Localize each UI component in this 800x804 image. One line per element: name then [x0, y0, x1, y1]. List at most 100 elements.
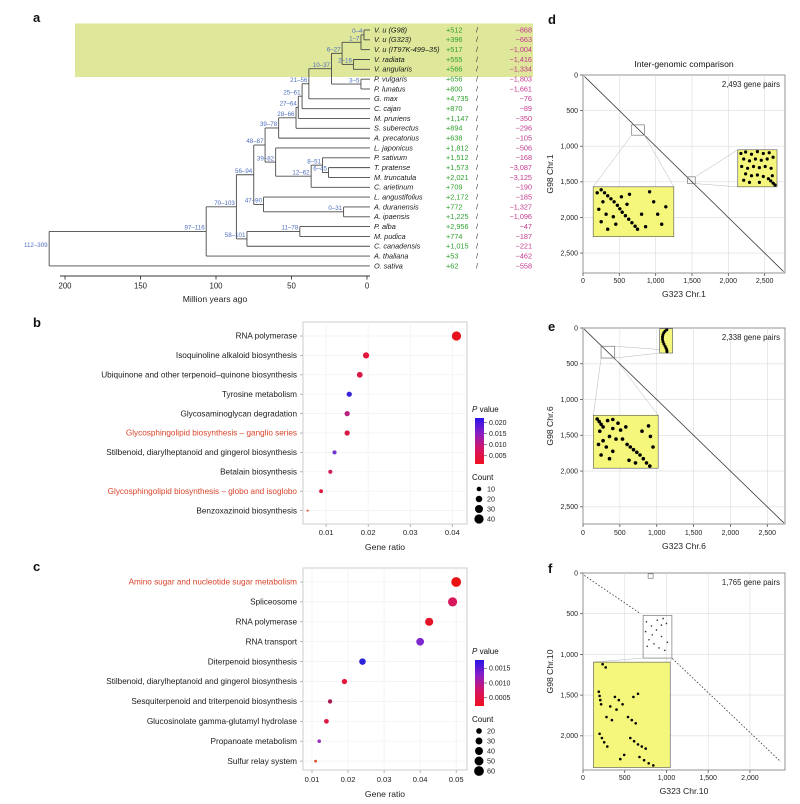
inset-gene-dot: [665, 350, 669, 354]
gene-gain-count: +772: [446, 202, 462, 211]
inset-gene-dot: [620, 210, 624, 214]
count-legend-value: 50: [487, 757, 495, 766]
count-legend-dot: [476, 728, 482, 734]
scatter-point: [425, 617, 434, 626]
divergence-node-label: 0–31: [328, 205, 342, 212]
pathway-label: RNA polymerase: [236, 332, 298, 341]
gene-gain-count: +870: [446, 104, 462, 113]
inset-gene-dot: [601, 200, 605, 204]
inset-gene-dot: [647, 762, 650, 765]
panel-synteny-chr1: d 0 0 500 500 1,000 1,000 1,500 1,500 2,000 2,000…: [540, 0, 800, 310]
divergence-node-label: 58–101: [225, 232, 246, 239]
species-name: P. vulgaris: [374, 75, 407, 84]
pathway-label: Glycosaminoglycan degradation: [180, 409, 297, 418]
inset-gene-dot: [623, 214, 628, 218]
scatter-point: [346, 391, 352, 397]
count-legend-dot: [475, 495, 483, 503]
inset-gene-dot: [751, 164, 756, 169]
gene-gain-count: +566: [446, 65, 462, 74]
gene-gain-count: +774: [446, 232, 462, 241]
inset-gene-dot: [616, 421, 620, 425]
count-legend-dot: [475, 505, 483, 513]
x-axis-tick-label: 0.01: [319, 528, 334, 537]
y-tick-label: 500: [566, 108, 578, 115]
y-tick-label: 2,500: [560, 250, 578, 257]
panel-a-letter: a: [33, 10, 41, 25]
y-axis-title: G98 Chr.1: [545, 154, 555, 193]
panel-d-letter: d: [548, 12, 556, 27]
gain-loss-separator: /: [476, 173, 479, 182]
inset-gene-dot: [765, 157, 769, 161]
species-name: V. u (IT97K-499–35): [374, 45, 440, 54]
synteny-dot: [644, 630, 647, 633]
x-tick-label: 500: [619, 775, 631, 782]
inset-gene-dot: [656, 212, 660, 216]
y-tick-label: 1,500: [560, 693, 578, 700]
gain-loss-separator: /: [476, 232, 479, 241]
zoom-connector-line: [669, 657, 673, 663]
divergence-node-label: 39–82: [257, 155, 275, 162]
divergence-node-label: 0–4: [352, 28, 363, 35]
scatter-point: [362, 352, 370, 359]
species-name: V. radiata: [374, 55, 405, 64]
x-tick-label: 2,500: [756, 278, 774, 285]
inset-gene-dot: [640, 745, 644, 748]
species-name: A. ipaensis: [373, 212, 410, 221]
scatter-point: [359, 658, 366, 665]
divergence-node-label: 97–116: [184, 225, 205, 232]
pathway-label: Sesquiterpenoid and triterpenoid biosynt…: [131, 697, 297, 706]
inset-gene-dot: [749, 174, 754, 178]
panel-e-letter: e: [548, 319, 556, 334]
divergence-node-label: 3–5: [349, 77, 360, 84]
inset-gene-dot: [747, 180, 752, 184]
pvalue-tick-label: 0.0015: [489, 666, 511, 673]
inset-gene-dot: [646, 424, 651, 428]
count-legend-value: 60: [487, 767, 495, 776]
scatter-point: [344, 430, 350, 436]
x-axis-tick-label: 0.01: [305, 775, 320, 784]
gain-loss-separator: /: [476, 75, 479, 84]
scatter-point: [319, 489, 324, 494]
inset-gene-dot: [766, 177, 770, 181]
y-tick-label: 2,500: [560, 504, 578, 511]
gain-loss-separator: /: [476, 35, 479, 44]
species-name: V. u (G323): [374, 35, 411, 44]
species-name: V. angularis: [374, 65, 412, 74]
panel-kegg-dotplot-c: c Amino sugar and nucleotide sugar metab…: [0, 555, 545, 804]
inset-gene-dot: [598, 694, 601, 698]
y-tick-label: 0: [574, 72, 578, 79]
species-name: C. canadensis: [374, 242, 421, 251]
panel-kegg-dotplot-b: b RNA polymerase Isoquinoline alkaloid bi…: [0, 310, 545, 555]
inset-gene-dot: [627, 217, 631, 221]
pathway-label: Isoquinoline alkaloid biosynthesis: [176, 351, 297, 360]
species-name: P. alba: [374, 222, 396, 231]
gene-gain-count: +656: [446, 75, 462, 84]
inset-gene-dot: [744, 150, 748, 154]
inset-gene-dot: [614, 437, 618, 441]
scatter-point: [356, 371, 363, 378]
x-axis-tick-label: 0.02: [361, 528, 376, 537]
inset-gene-dot: [596, 442, 601, 447]
pathway-label: Glucosinolate gamma-glutamyl hydrolase: [147, 717, 298, 726]
gain-loss-separator: /: [476, 202, 479, 211]
scatter-point: [306, 509, 309, 512]
divergence-node-label: 6–27: [327, 47, 341, 54]
gene-gain-count: +517: [446, 45, 462, 54]
zoom-region-box: [600, 345, 616, 359]
scatter-point: [416, 637, 425, 646]
inset-gene-dot: [755, 150, 759, 154]
synteny-diagonal: [584, 76, 784, 272]
inset-gene-dot: [651, 445, 655, 449]
scatter-point: [332, 450, 337, 455]
time-axis-tick-label: 100: [209, 282, 223, 291]
gain-loss-separator: /: [476, 84, 479, 93]
gain-loss-separator: /: [476, 193, 479, 202]
divergence-node-label: 47–90: [245, 198, 263, 205]
species-name: A. precatorius: [373, 134, 419, 143]
x-tick-label: 1,000: [647, 278, 665, 285]
pathway-label: Glycosphingolipid biosynthesis – ganglio…: [126, 429, 297, 438]
inset-gene-dot: [627, 458, 631, 463]
inset-gene-dot: [661, 335, 664, 339]
inset-gene-dot: [630, 718, 634, 722]
species-name: C. arietinum: [374, 183, 413, 192]
